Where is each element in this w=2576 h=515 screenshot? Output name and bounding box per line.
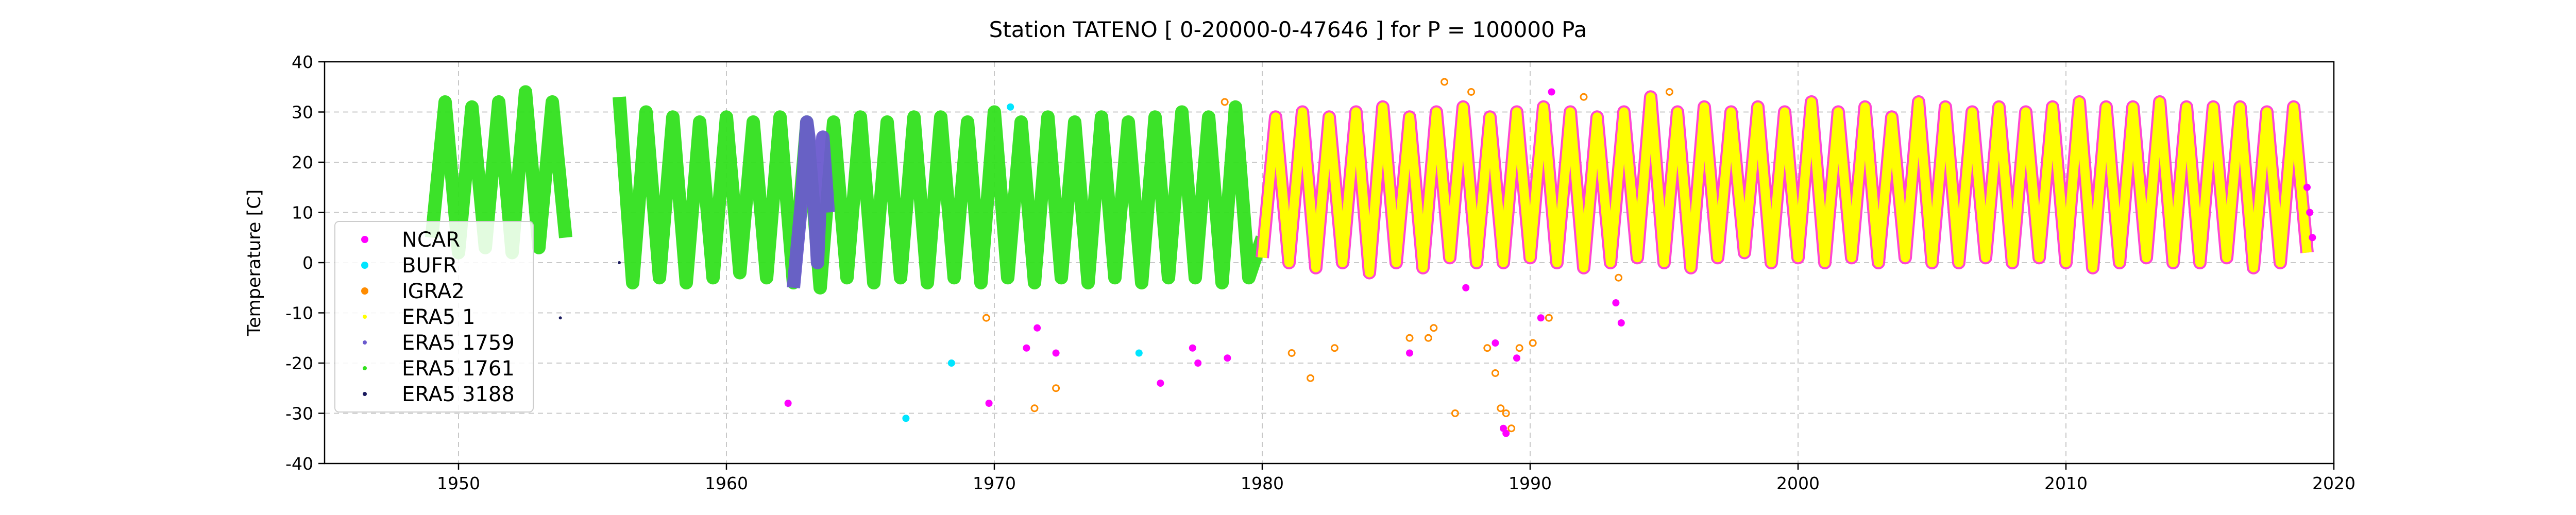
legend-marker-era5-1 bbox=[363, 315, 367, 319]
y-axis-title: Temperature [C] bbox=[244, 190, 265, 337]
point-igra2 bbox=[1052, 384, 1060, 392]
data-points bbox=[558, 78, 2316, 437]
point-ncar bbox=[1617, 319, 1625, 327]
point-igra2 bbox=[1545, 314, 1553, 322]
point-ncar bbox=[1189, 344, 1196, 352]
x-tick-label: 1950 bbox=[437, 473, 480, 493]
point-ncar bbox=[1406, 349, 1413, 357]
series-band-era5-1761-a bbox=[425, 85, 572, 260]
point-igra2 bbox=[1502, 409, 1510, 417]
point-ncar bbox=[1492, 339, 1499, 347]
series-band-era5-1759 bbox=[787, 115, 835, 289]
point-igra2 bbox=[1221, 98, 1229, 106]
point-igra2 bbox=[982, 314, 990, 322]
point-igra2 bbox=[1483, 344, 1492, 352]
y-tick-label: -20 bbox=[285, 353, 313, 373]
point-igra2 bbox=[1330, 344, 1338, 352]
point-igra2 bbox=[1580, 93, 1588, 101]
point-era5-3188 bbox=[558, 316, 562, 320]
point-ncar bbox=[985, 400, 993, 407]
x-tick-label: 2020 bbox=[2312, 473, 2355, 493]
point-igra2 bbox=[1507, 424, 1516, 433]
point-bufr bbox=[1135, 349, 1143, 357]
point-ncar bbox=[1194, 359, 1202, 367]
series-bands bbox=[425, 85, 2314, 295]
point-ncar bbox=[1157, 380, 1164, 387]
point-bufr bbox=[1007, 103, 1014, 111]
point-igra2 bbox=[1665, 88, 1673, 96]
legend-label-era5-1: ERA5 1 bbox=[402, 305, 475, 329]
legend-label-ncar: NCAR bbox=[402, 228, 460, 252]
y-tick-label: 10 bbox=[292, 203, 313, 223]
y-tick-label: -30 bbox=[285, 404, 313, 424]
point-igra2 bbox=[1030, 404, 1039, 413]
point-igra2 bbox=[1440, 78, 1449, 86]
point-igra2 bbox=[1405, 334, 1414, 342]
x-tick-label: 1990 bbox=[1509, 473, 1552, 493]
point-ncar bbox=[1612, 299, 1620, 306]
x-tick-label: 1980 bbox=[1241, 473, 1284, 493]
point-igra2 bbox=[1424, 334, 1432, 342]
point-igra2 bbox=[1529, 339, 1537, 347]
point-bufr bbox=[902, 415, 910, 422]
legend-label-igra2: IGRA2 bbox=[402, 280, 465, 303]
legend-label-era5-1761: ERA5 1761 bbox=[402, 357, 515, 381]
point-igra2 bbox=[1491, 369, 1499, 377]
axis-ticks: 1950 1960 1970 1980 1990 2000 2010 2020-40-30-2… bbox=[285, 52, 2355, 493]
legend-marker-igra2 bbox=[361, 287, 368, 295]
point-ncar bbox=[1052, 349, 1060, 357]
point-ncar bbox=[1502, 430, 1510, 437]
legend-marker-era5-1761 bbox=[363, 366, 367, 370]
y-tick-label: 30 bbox=[292, 102, 313, 123]
point-igra2 bbox=[1467, 88, 1476, 96]
x-tick-label: 2010 bbox=[2044, 473, 2088, 493]
legend-marker-ncar bbox=[361, 236, 368, 243]
point-ncar bbox=[2306, 209, 2314, 216]
x-tick-label: 1960 bbox=[705, 473, 748, 493]
legend-label-bufr: BUFR bbox=[402, 254, 457, 278]
point-ncar bbox=[2303, 183, 2311, 191]
point-ncar bbox=[1548, 88, 1555, 96]
y-tick-label: 40 bbox=[292, 52, 313, 72]
y-tick-label: 20 bbox=[292, 152, 313, 173]
point-igra2 bbox=[1497, 404, 1505, 413]
legend-label-era5-3188: ERA5 3188 bbox=[402, 383, 515, 406]
point-ncar bbox=[1462, 284, 1470, 291]
point-ncar bbox=[2309, 234, 2316, 242]
point-igra2 bbox=[1515, 344, 1523, 352]
point-igra2 bbox=[1287, 349, 1296, 357]
point-ncar bbox=[1033, 324, 1041, 332]
point-igra2 bbox=[1615, 273, 1623, 282]
legend-label-era5-1759: ERA5 1759 bbox=[402, 331, 515, 355]
point-ncar bbox=[1537, 314, 1545, 322]
point-igra2 bbox=[1307, 374, 1315, 382]
point-igra2 bbox=[1430, 324, 1438, 332]
legend-marker-era5-1759 bbox=[363, 340, 367, 345]
chart-title: Station TATENO [ 0-20000-0-47646 ] for P… bbox=[989, 17, 1587, 42]
y-tick-label: -40 bbox=[285, 454, 313, 474]
legend-marker-era5-3188 bbox=[363, 392, 367, 396]
point-igra2 bbox=[1451, 409, 1459, 417]
x-tick-label: 1970 bbox=[973, 473, 1016, 493]
series-band-core-era5-1 bbox=[1258, 92, 2312, 278]
series-band-era5-1761-b bbox=[613, 96, 1269, 295]
point-bufr bbox=[947, 359, 955, 367]
legend-marker-bufr bbox=[361, 262, 368, 269]
point-ncar bbox=[784, 400, 792, 407]
point-era5-3188 bbox=[618, 261, 621, 264]
y-tick-label: 0 bbox=[302, 253, 313, 273]
y-tick-label: -10 bbox=[285, 303, 313, 323]
point-ncar bbox=[1513, 354, 1520, 362]
x-tick-label: 2000 bbox=[1776, 473, 1820, 493]
legend-box bbox=[334, 221, 534, 413]
point-ncar bbox=[1023, 344, 1030, 352]
point-ncar bbox=[1224, 354, 1231, 362]
